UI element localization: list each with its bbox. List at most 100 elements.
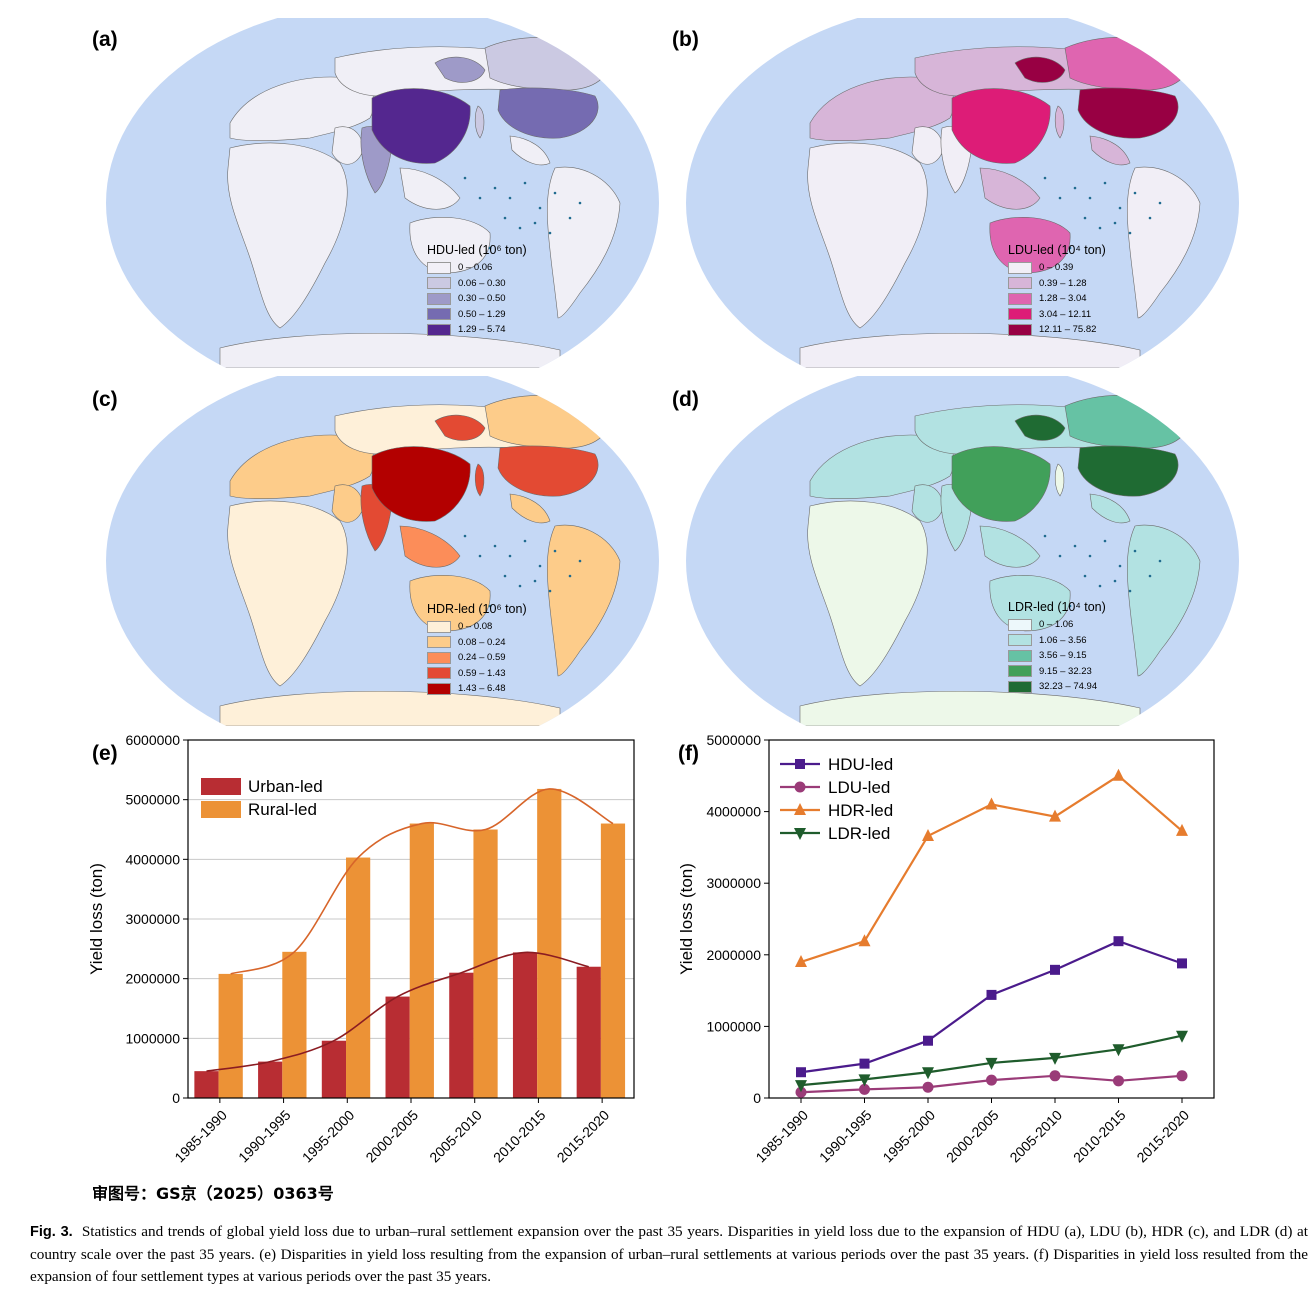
legend-swatch: [1008, 680, 1032, 693]
island-dot: [1128, 231, 1132, 235]
legend-label-rural-led: Rural-led: [248, 800, 317, 819]
island-dot: [568, 574, 572, 578]
country-south-america: [546, 166, 621, 319]
legend-range-label: 0.08 – 0.24: [458, 636, 506, 648]
island-dot: [1083, 574, 1087, 578]
island-dot: [1103, 539, 1107, 543]
point-ldr-led: [985, 1057, 998, 1070]
series-line-hdu-led: [800, 940, 1183, 1074]
island-dot: [1088, 554, 1092, 558]
legend-title: LDR-led (10⁴ ton): [1008, 600, 1106, 614]
point-hdr-led: [922, 828, 934, 841]
legend-row: 0 – 0.06: [427, 260, 527, 276]
map-legend-ldu: LDU-led (10⁴ ton) 0 – 0.39 0.39 – 1.28 1.2…: [1008, 243, 1106, 338]
country-europe: [809, 76, 955, 142]
island-dot: [553, 549, 557, 553]
country-usa: [1077, 445, 1179, 497]
island-dot: [1113, 221, 1117, 225]
country-antarctica: [799, 690, 1141, 726]
island-dot: [493, 186, 497, 190]
y-tick-label: 2000000: [706, 947, 761, 963]
country-china: [951, 88, 1051, 164]
island-dot: [523, 181, 527, 185]
island-dot: [1073, 544, 1077, 548]
legend-marker-ldu-led: [794, 781, 806, 793]
bar-rural-led: [218, 973, 243, 1098]
y-tick-label: 4000000: [125, 851, 180, 867]
legend-range-label: 1.29 – 5.74: [458, 324, 506, 336]
legend-row: 1.29 – 5.74: [427, 322, 527, 338]
legend-swatch: [427, 277, 451, 290]
legend-swatch: [427, 292, 451, 305]
legend-swatch: [1008, 277, 1032, 290]
legend-range-label: 32.23 – 74.94: [1039, 681, 1098, 693]
point-ldr-led: [795, 1080, 807, 1093]
country-usa: [497, 87, 599, 139]
legend-swatch-rural-led: [201, 801, 241, 818]
legend-swatch: [427, 682, 451, 695]
bar-rural-led: [282, 951, 307, 1098]
island-dot: [1068, 604, 1072, 608]
island-dot: [533, 579, 537, 583]
legend-row: 0.06 – 0.30: [427, 276, 527, 292]
land-group: [219, 395, 621, 726]
y-tick-label: 0: [172, 1090, 180, 1106]
land-group: [219, 37, 621, 368]
point-hdr-led: [985, 797, 998, 810]
point-hdr-led: [1176, 823, 1188, 836]
island-dot: [1148, 216, 1152, 220]
bar-urban-led: [321, 1040, 347, 1098]
island-dot: [1058, 196, 1062, 200]
country-africa: [227, 500, 348, 687]
island-dot: [1158, 201, 1162, 205]
point-hdu-led: [986, 989, 997, 1000]
caption-text: Statistics and trends of global yield lo…: [30, 1223, 1308, 1285]
legend-swatch: [1008, 665, 1032, 678]
legend-range-label: 3.56 – 9.15: [1039, 650, 1087, 662]
legend-row: 1.43 – 6.48: [427, 681, 527, 697]
island-dot: [1073, 186, 1077, 190]
country-mexico: [509, 493, 551, 524]
point-hdu-led: [796, 1067, 806, 1078]
country-antarctica: [219, 332, 561, 368]
legend-row: 0.39 – 1.28: [1008, 276, 1106, 292]
y-tick-label: 6000000: [125, 732, 180, 748]
point-ldr-led: [922, 1067, 934, 1080]
y-tick-label: 0: [753, 1090, 761, 1106]
bar-rural-led: [537, 788, 562, 1098]
country-japan: [474, 105, 485, 139]
country-china: [951, 446, 1051, 522]
x-tick-label: 1985-1990: [752, 1107, 811, 1166]
country-antarctica: [219, 690, 561, 726]
bar-urban-led: [385, 996, 410, 1098]
point-hdu-led: [1050, 964, 1060, 975]
bar-rural-led: [346, 857, 371, 1098]
legend-row: 0.24 – 0.59: [427, 650, 527, 666]
island-dot: [568, 216, 572, 220]
x-tick-label: 2015-2020: [1133, 1107, 1192, 1166]
country-alaska: [434, 414, 486, 441]
legend-row: 0.30 – 0.50: [427, 291, 527, 307]
point-ldu-led: [859, 1083, 870, 1095]
legend-swatch: [427, 620, 451, 633]
country-south-america: [546, 524, 621, 677]
x-tick-label: 2010-2015: [1070, 1107, 1129, 1166]
legend-range-label: 0.50 – 1.29: [458, 308, 506, 320]
legend-swatch: [1008, 634, 1032, 647]
map-hdr-led: [106, 376, 659, 726]
point-hdu-led: [859, 1058, 870, 1069]
island-dot: [503, 574, 507, 578]
panel-label-f: (f): [678, 742, 699, 765]
figure-label: Fig. 3.: [30, 1224, 73, 1240]
legend-range-label: 0 – 0.06: [458, 262, 493, 274]
country-mexico: [1089, 493, 1131, 524]
country-africa: [227, 142, 348, 329]
bar-urban-led: [576, 966, 601, 1098]
island-dot: [463, 534, 467, 538]
country-australia: [989, 217, 1071, 274]
y-tick-label: 1000000: [125, 1030, 180, 1046]
country-japan: [1054, 463, 1065, 497]
legend-row: 1.06 – 3.56: [1008, 633, 1106, 649]
country-japan: [474, 463, 485, 497]
point-hdr-led: [858, 934, 871, 947]
